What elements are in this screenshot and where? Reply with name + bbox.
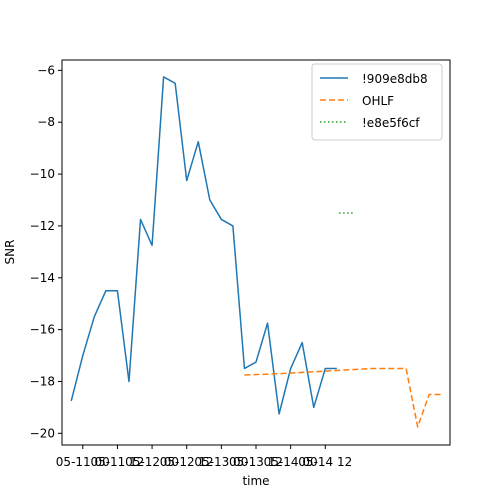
plot-lines [70,76,441,428]
x-tick-label: 05-12 12 [160,455,214,469]
legend-label-series-3: !e8e5f6cf [362,116,420,130]
series-line-2 [244,367,441,428]
x-axis-label: time [242,474,269,488]
y-tick-label: −16 [30,323,55,337]
x-tick-label: 05-11 12 [90,455,144,469]
legend-label-series-2: OHLF [362,94,394,108]
legend-label-series-1: !909e8db8 [362,72,428,86]
y-tick-label: −12 [30,219,55,233]
y-tick-label: −6 [37,63,55,77]
legend: !909e8db8 OHLF !e8e5f6cf [311,63,443,141]
series-line-1 [70,76,337,415]
y-axis-label: SNR [3,240,17,265]
y-tick-label: −8 [37,115,55,129]
x-tick-label: 05-13 00 [194,455,248,469]
y-axis: −6 −8 −10 −12 −14 −16 −18 −20 [30,63,62,440]
x-tick-label: 05-14 00 [264,455,318,469]
legend-box [311,63,443,141]
y-tick-label: −14 [30,271,55,285]
x-tick-label: 05-13 12 [229,455,283,469]
x-tick-label: 05-14 12 [298,455,352,469]
y-tick-label: −20 [30,426,55,440]
y-tick-label: −18 [30,374,55,388]
y-tick-label: −10 [30,167,55,181]
x-tick-label: 05-12 00 [125,455,179,469]
x-tick-label: 05-11 00 [56,455,110,469]
